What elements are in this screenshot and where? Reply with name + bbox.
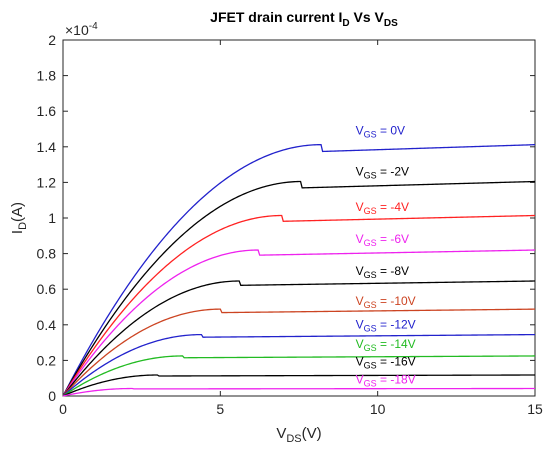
series-label: VGS = -14V — [356, 337, 416, 353]
y-tick-label: 1 — [48, 210, 56, 226]
series-label: VGS = -6V — [356, 232, 409, 248]
series-line — [62, 144, 536, 397]
y-tick-label: 2 — [48, 32, 56, 48]
chart-text: 0 5 10 1500.20.40.60.811.21.41.61.82×10-4JF… — [9, 9, 543, 445]
series-line — [62, 180, 536, 397]
y-tick-label: 0.2 — [37, 352, 57, 368]
y-tick-label: 1.2 — [37, 174, 57, 190]
series-label: VGS = -2V — [356, 164, 409, 180]
series-label: VGS = -4V — [356, 200, 409, 216]
series-line — [62, 280, 536, 397]
series-line — [62, 249, 536, 397]
axes — [62, 39, 536, 397]
x-tick-label: 0 — [59, 401, 67, 417]
chart-title: JFET drain current ID Vs VDS — [210, 9, 398, 29]
series-label: VGS = -8V — [356, 264, 409, 280]
y-tick-label: 0.4 — [37, 317, 57, 333]
x-tick-label: 10 — [370, 401, 386, 417]
y-tick-label: 0.6 — [37, 281, 57, 297]
series-label: VGS = -18V — [356, 373, 416, 389]
y-tick-label: 1.8 — [37, 68, 57, 84]
x-axis-label: VDS(V) — [276, 425, 321, 445]
series-labels: VGS = 0V VGS = -2V VGS = -4V VGS = -6V VGS =… — [356, 123, 416, 388]
y-tick-label: 1.4 — [37, 139, 57, 155]
series-line — [62, 374, 535, 397]
series-line — [62, 355, 536, 397]
y-tick-label: 1.6 — [37, 103, 57, 119]
series-label: VGS = 0V — [356, 123, 405, 139]
series-line — [62, 333, 536, 397]
y-tick-label: 0 — [48, 388, 56, 404]
x-tick-label: 15 — [527, 401, 543, 417]
series-curves — [62, 144, 536, 397]
series-label: VGS = -12V — [356, 317, 416, 333]
series-label: VGS = -10V — [356, 294, 416, 310]
series-line — [62, 387, 536, 397]
x-tick-label: 5 — [216, 401, 224, 417]
series-line — [62, 214, 536, 397]
series-label: VGS = -16V — [356, 355, 416, 371]
y-axis-label: ID(A) — [9, 202, 29, 234]
series-line — [62, 308, 536, 397]
y-tick-label: 0.8 — [37, 246, 57, 262]
